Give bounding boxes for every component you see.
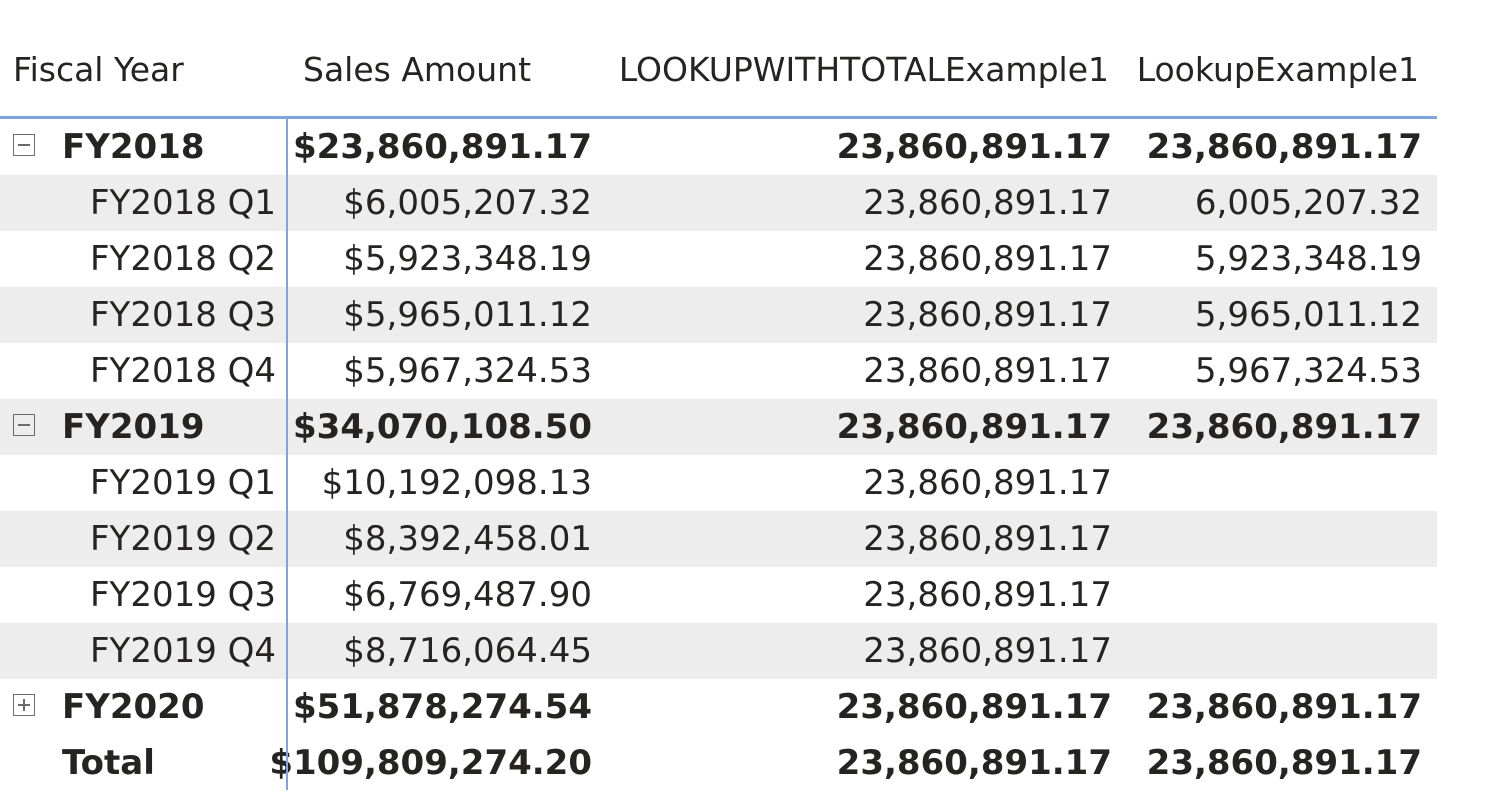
table-row: FY2018 $23,860,891.17 23,860,891.17 23,8… <box>0 119 1437 175</box>
sales-amount-cell: $34,070,108.50 <box>293 407 592 447</box>
row-label: FY2018 Q3 <box>90 295 277 335</box>
lookupwithtotal-cell: 23,860,891.17 <box>836 407 1112 447</box>
table-row: FY2019 Q4 $8,716,064.45 23,860,891.17 <box>0 623 1437 679</box>
lookupwithtotal-cell: 23,860,891.17 <box>863 519 1112 559</box>
sales-amount-cell: $23,860,891.17 <box>293 127 592 167</box>
lookup-cell: 5,923,348.19 <box>1194 239 1422 279</box>
lookup-cell: 6,005,207.32 <box>1194 183 1422 223</box>
row-label: FY2018 Q2 <box>90 239 277 279</box>
table-row: FY2019 Q2 $8,392,458.01 23,860,891.17 <box>0 511 1437 567</box>
sales-amount-cell: $5,967,324.53 <box>343 351 592 391</box>
collapse-icon[interactable] <box>13 134 35 156</box>
table-row: FY2018 Q1 $6,005,207.32 23,860,891.17 6,… <box>0 175 1437 231</box>
lookup-cell: 5,967,324.53 <box>1194 351 1422 391</box>
total-label: Total <box>62 743 155 783</box>
table-row: FY2018 Q3 $5,965,011.12 23,860,891.17 5,… <box>0 287 1437 343</box>
lookupwithtotal-cell: 23,860,891.17 <box>863 351 1112 391</box>
row-label: FY2019 Q4 <box>90 631 277 671</box>
row-label: FY2019 Q1 <box>90 463 277 503</box>
lookup-total: 23,860,891.17 <box>1146 743 1422 783</box>
lookupwithtotal-cell: 23,860,891.17 <box>863 631 1112 671</box>
sales-amount-cell: $51,878,274.54 <box>293 687 592 727</box>
lookupwithtotal-cell: 23,860,891.17 <box>863 575 1112 615</box>
column-header-row: Fiscal Year Sales Amount LOOKUPWITHTOTAL… <box>0 0 1437 119</box>
row-label: FY2018 <box>62 127 205 167</box>
sales-amount-cell: $6,005,207.32 <box>343 183 592 223</box>
lookupwithtotal-cell: 23,860,891.17 <box>836 687 1112 727</box>
sales-amount-total: $109,809,274.20 <box>269 743 592 783</box>
sales-amount-cell: $10,192,098.13 <box>321 463 592 503</box>
expand-icon[interactable] <box>13 694 35 716</box>
sales-amount-cell: $5,923,348.19 <box>343 239 592 279</box>
table-row: FY2019 $34,070,108.50 23,860,891.17 23,8… <box>0 399 1437 455</box>
total-row: Total $109,809,274.20 23,860,891.17 23,8… <box>0 735 1437 790</box>
column-header-sales-amount[interactable]: Sales Amount <box>303 50 532 89</box>
lookupwithtotal-cell: 23,860,891.17 <box>863 463 1112 503</box>
row-label: FY2019 Q2 <box>90 519 277 559</box>
column-header-fiscal-year[interactable]: Fiscal Year <box>13 50 184 89</box>
table-row: FY2019 Q3 $6,769,487.90 23,860,891.17 <box>0 567 1437 623</box>
sales-amount-cell: $8,392,458.01 <box>343 519 592 559</box>
lookup-cell: 5,965,011.12 <box>1194 295 1422 335</box>
matrix-visual: Fiscal Year Sales Amount LOOKUPWITHTOTAL… <box>0 0 1437 790</box>
row-label: FY2018 Q4 <box>90 351 277 391</box>
lookupwithtotal-cell: 23,860,891.17 <box>836 127 1112 167</box>
lookupwithtotal-cell: 23,860,891.17 <box>863 183 1112 223</box>
column-header-lookupwithtotal[interactable]: LOOKUPWITHTOTALExample1 <box>618 50 1109 89</box>
sales-amount-cell: $5,965,011.12 <box>343 295 592 335</box>
sales-amount-cell: $6,769,487.90 <box>343 575 592 615</box>
lookup-cell: 23,860,891.17 <box>1146 127 1422 167</box>
lookupwithtotal-total: 23,860,891.17 <box>836 743 1112 783</box>
sales-amount-cell: $8,716,064.45 <box>343 631 592 671</box>
row-header-divider <box>286 119 288 790</box>
row-label: FY2019 Q3 <box>90 575 277 615</box>
row-label: FY2019 <box>62 407 205 447</box>
lookupwithtotal-cell: 23,860,891.17 <box>863 295 1112 335</box>
lookup-cell: 23,860,891.17 <box>1146 407 1422 447</box>
column-header-lookup[interactable]: LookupExample1 <box>1136 50 1419 89</box>
table-row: FY2020 $51,878,274.54 23,860,891.17 23,8… <box>0 679 1437 735</box>
lookupwithtotal-cell: 23,860,891.17 <box>863 239 1112 279</box>
collapse-icon[interactable] <box>13 414 35 436</box>
table-row: FY2019 Q1 $10,192,098.13 23,860,891.17 <box>0 455 1437 511</box>
table-row: FY2018 Q4 $5,967,324.53 23,860,891.17 5,… <box>0 343 1437 399</box>
row-label: FY2020 <box>62 687 205 727</box>
lookup-cell: 23,860,891.17 <box>1146 687 1422 727</box>
table-row: FY2018 Q2 $5,923,348.19 23,860,891.17 5,… <box>0 231 1437 287</box>
row-label: FY2018 Q1 <box>90 183 277 223</box>
matrix-body: FY2018 $23,860,891.17 23,860,891.17 23,8… <box>0 119 1437 790</box>
